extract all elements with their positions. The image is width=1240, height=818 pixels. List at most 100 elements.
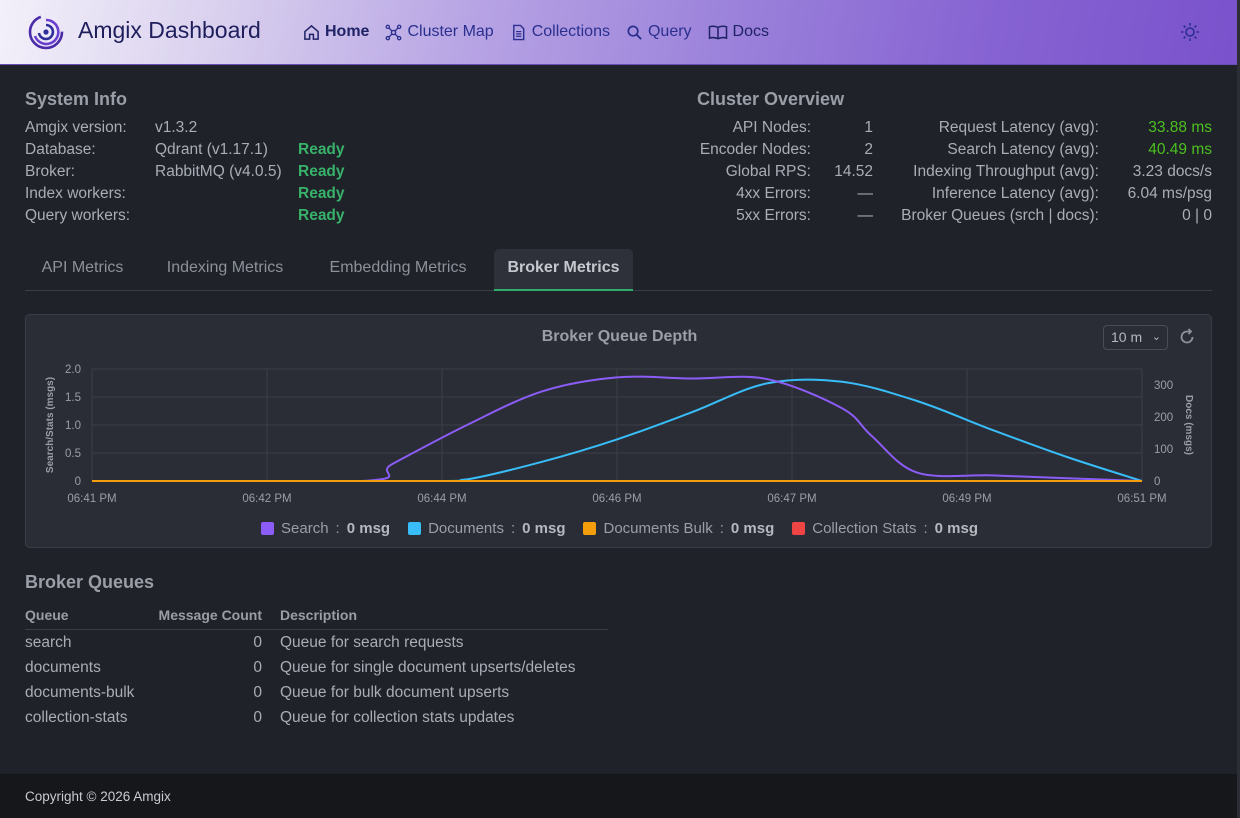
- legend-search[interactable]: Search: 0 msg: [261, 520, 390, 537]
- overview-value: 1: [864, 119, 873, 136]
- queue-count: 0: [253, 709, 262, 726]
- queue-name: documents: [25, 659, 101, 676]
- tab-broker-metrics[interactable]: Broker Metrics: [494, 249, 633, 291]
- y-tick-label: 0.5: [65, 448, 81, 460]
- chart-title: Broker Queue Depth: [541, 328, 698, 345]
- x-tick-label: 06:47 PM: [767, 493, 816, 505]
- table-row: documents 0 Queue for single document up…: [25, 656, 608, 681]
- refresh-icon[interactable]: [1178, 328, 1196, 346]
- y2-tick-label: 200: [1154, 412, 1173, 424]
- legend-documents[interactable]: Documents: 0 msg: [408, 520, 565, 537]
- search-icon: [627, 25, 642, 40]
- series-line-search: [92, 375, 1143, 482]
- metrics-tabs: API Metrics Indexing Metrics Embedding M…: [25, 249, 1212, 291]
- overview-label: Request Latency (avg):: [938, 119, 1099, 136]
- queue-description: Queue for bulk document upserts: [280, 684, 510, 701]
- overview-value: 33.88 ms: [1148, 119, 1212, 136]
- table-row: collection-stats 0 Queue for collection …: [25, 706, 608, 731]
- nav-home-label: Home: [325, 23, 370, 40]
- footer-copyright: Copyright © 2026 Amgix: [25, 789, 171, 804]
- overview-label: 5xx Errors:: [736, 207, 811, 224]
- document-icon: [512, 24, 525, 40]
- nav-query[interactable]: Query: [626, 23, 692, 41]
- x-tick-label: 06:46 PM: [592, 493, 641, 505]
- table-row: search 0 Queue for search requests: [25, 631, 608, 656]
- y-tick-label: 0: [75, 476, 81, 488]
- book-icon: [708, 24, 727, 39]
- y2-axis-title: Docs (msgs): [1183, 395, 1194, 455]
- queue-description: Queue for collection stats updates: [280, 709, 515, 726]
- overview-value: 6.04 ms/psg: [1127, 185, 1212, 202]
- y2-tick-label: 0: [1154, 476, 1160, 488]
- x-tick-label: 06:49 PM: [942, 493, 991, 505]
- legend-value: 0 msg: [346, 520, 391, 537]
- status-badge: Ready: [298, 141, 345, 158]
- status-badge: Ready: [298, 185, 345, 202]
- x-tick-label: 06:42 PM: [242, 493, 291, 505]
- queue-name: documents-bulk: [25, 684, 135, 701]
- overview-label: Encoder Nodes:: [699, 141, 811, 158]
- broker-queue-depth-chart: 06:41 PM 06:42 PM 06:44 PM 06:46 PM 06:47 PM…: [45, 364, 1194, 505]
- overview-label: Indexing Throughput (avg):: [913, 163, 1099, 180]
- footer: Copyright © 2026 Amgix: [0, 774, 1237, 818]
- cluster-map-icon: [386, 24, 402, 40]
- nav-cluster-map[interactable]: Cluster Map: [385, 23, 494, 41]
- y2-tick-label: 100: [1154, 444, 1173, 456]
- queue-count: 0: [253, 634, 262, 651]
- x-tick-label: 06:41 PM: [67, 493, 116, 505]
- time-range-select[interactable]: 10 m ⌄: [1103, 325, 1168, 350]
- legend-documents-bulk[interactable]: Documents Bulk: 0 msg: [583, 520, 774, 537]
- y2-tick-label: 300: [1154, 380, 1173, 392]
- nav-home[interactable]: Home: [303, 23, 369, 41]
- overview-value: 14.52: [834, 163, 873, 180]
- main-nav: Home Cluster Map Collections Query Docs: [303, 23, 785, 41]
- legend-label: Documents Bulk: [603, 520, 713, 537]
- legend-value: 0 msg: [730, 520, 775, 537]
- sysinfo-value: RabbitMQ (v4.0.5): [155, 163, 282, 180]
- nav-collections[interactable]: Collections: [510, 23, 610, 41]
- legend-label: Collection Stats: [812, 520, 917, 537]
- queue-description: Queue for single document upserts/delete…: [280, 659, 576, 676]
- top-header: Amgix Dashboard Home Cluster Map Collect…: [0, 0, 1237, 65]
- system-info-title: System Info: [25, 89, 128, 109]
- legend-value: 0 msg: [522, 520, 566, 537]
- legend-value: 0 msg: [934, 520, 978, 537]
- x-tick-label: 06:44 PM: [417, 493, 466, 505]
- table-row: documents-bulk 0 Queue for bulk document…: [25, 681, 608, 706]
- queue-name: search: [25, 634, 72, 651]
- overview-label: Global RPS:: [725, 163, 811, 180]
- tab-indexing-metrics[interactable]: Indexing Metrics: [166, 259, 284, 276]
- column-header-description: Description: [280, 607, 358, 623]
- theme-toggle-sun-icon[interactable]: [1179, 21, 1201, 43]
- sysinfo-label: Database:: [25, 141, 96, 158]
- overview-value: —: [857, 185, 874, 202]
- tab-api-metrics[interactable]: API Metrics: [41, 259, 124, 276]
- status-badge: Ready: [298, 207, 345, 224]
- legend-label: Search: [281, 520, 329, 537]
- broker-queues-title: Broker Queues: [25, 572, 155, 592]
- time-range-value: 10 m: [1111, 329, 1143, 345]
- y-axis-title: Search/Stats (msgs): [45, 377, 56, 473]
- overview-label: Broker Queues (srch | docs):: [901, 207, 1099, 224]
- overview-label: 4xx Errors:: [736, 185, 811, 202]
- overview-label: Search Latency (avg):: [947, 141, 1099, 158]
- tab-embedding-metrics[interactable]: Embedding Metrics: [329, 259, 467, 276]
- nav-query-label: Query: [647, 23, 692, 40]
- overview-value: 2: [864, 141, 873, 158]
- legend-label: Documents: [428, 520, 504, 537]
- queue-name: collection-stats: [25, 709, 128, 726]
- chevron-down-icon: ⌄: [1151, 331, 1161, 343]
- nav-docs[interactable]: Docs: [708, 23, 769, 41]
- brand-title: Amgix Dashboard: [78, 17, 261, 43]
- broker-queues-table: Queue Message Count Description search 0…: [25, 604, 608, 731]
- queue-description: Queue for search requests: [280, 634, 464, 651]
- x-tick-label: 06:51 PM: [1117, 493, 1166, 505]
- legend-collection-stats[interactable]: Collection Stats: 0 msg: [792, 520, 978, 537]
- overview-value: 3.23 docs/s: [1132, 163, 1212, 180]
- nav-docs-label: Docs: [732, 23, 769, 40]
- sysinfo-label: Query workers:: [25, 207, 131, 224]
- overview-label: API Nodes:: [732, 119, 811, 136]
- column-header-count: Message Count: [158, 607, 262, 623]
- scrollbar[interactable]: [1237, 0, 1240, 818]
- queue-count: 0: [253, 684, 262, 701]
